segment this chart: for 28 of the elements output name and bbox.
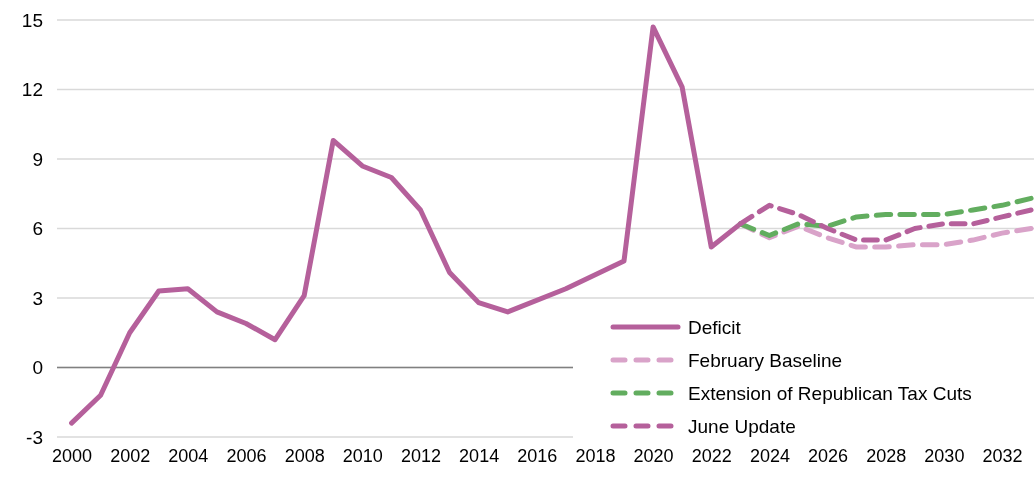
x-tick-label: 2020 xyxy=(633,445,674,466)
x-tick-label: 2024 xyxy=(749,445,790,466)
legend-label: Deficit xyxy=(688,317,742,338)
legend-label: June Update xyxy=(688,416,796,437)
x-tick-label: 2018 xyxy=(575,445,616,466)
x-tick-label: 2002 xyxy=(110,445,151,466)
x-tick-label: 2028 xyxy=(866,445,907,466)
y-tick-label: 3 xyxy=(32,287,43,309)
x-tick-label: 2000 xyxy=(52,445,93,466)
legend-label: February Baseline xyxy=(688,350,843,371)
x-tick-label: 2032 xyxy=(982,445,1023,466)
legend-label: Extension of Republican Tax Cuts xyxy=(688,383,972,404)
x-tick-label: 2008 xyxy=(284,445,325,466)
y-tick-label: -3 xyxy=(26,426,43,448)
x-tick-label: 2026 xyxy=(808,445,849,466)
y-tick-label: 0 xyxy=(32,357,43,379)
y-tick-label: 9 xyxy=(32,148,43,170)
x-tick-label: 2010 xyxy=(342,445,383,466)
y-tick-label: 15 xyxy=(21,9,43,31)
x-tick-label: 2016 xyxy=(517,445,558,466)
x-tick-label: 2014 xyxy=(459,445,500,466)
x-tick-label: 2022 xyxy=(691,445,732,466)
y-tick-label: 6 xyxy=(32,218,43,240)
x-tick-label: 2004 xyxy=(168,445,209,466)
y-tick-label: 12 xyxy=(21,79,43,101)
x-tick-label: 2030 xyxy=(924,445,965,466)
x-tick-label: 2012 xyxy=(400,445,441,466)
x-tick-label: 2006 xyxy=(226,445,267,466)
